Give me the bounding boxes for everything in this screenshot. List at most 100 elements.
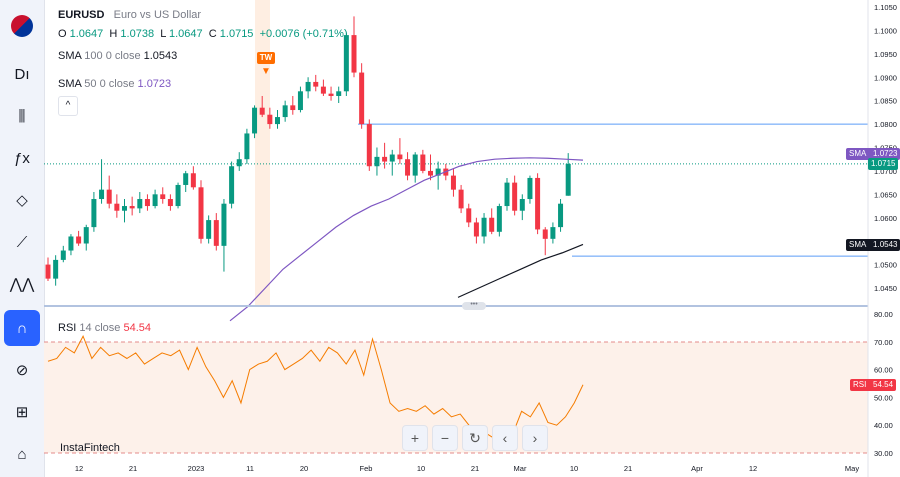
sma50-tag-label: SMA (849, 149, 867, 158)
sma50-tag-value: 1.0723 (873, 149, 898, 158)
sma50-params: 50 0 close (84, 78, 135, 90)
collapse-legend-button[interactable]: ^ (58, 96, 78, 116)
candle-body (45, 264, 51, 279)
symbol[interactable]: EURUSD (58, 9, 105, 21)
candle-body (527, 177, 533, 200)
sma100-params: 100 0 close (84, 50, 141, 62)
price-tick-label: 1.0600 (874, 214, 897, 223)
sma100-price-tag: SMA 1.0543 (846, 239, 900, 251)
sma50-line (229, 157, 584, 322)
price-tick-label: 1.1050 (874, 3, 897, 12)
candle-body (512, 182, 518, 211)
left-toolbar: Dı ⫼ ƒx ◇ ⟋ ⋀⋀ ∩ ⊘ ⊞ ⌂ (0, 0, 45, 477)
last-price-tag: 1.0715 (868, 158, 899, 170)
sma100-line (457, 243, 584, 298)
candle-body (275, 117, 280, 125)
candle-body (405, 159, 411, 176)
tw-marker-badge[interactable]: TW (257, 52, 275, 64)
candle-body (167, 199, 173, 207)
time-tick-label: 10 (570, 464, 578, 473)
candle-body (558, 203, 564, 228)
candle-body (213, 220, 219, 246)
candle-body (320, 86, 326, 94)
change-value: +0.0076 (+0.71%) (259, 28, 348, 40)
candle-body (397, 154, 403, 160)
pane-resize-handle[interactable]: ••• (462, 301, 486, 310)
axes: 1.1050 1.1000 1.0950 1.0900 1.0850 1.0800 1.07… (44, 0, 897, 477)
candle-body (328, 93, 334, 96)
rsi-name[interactable]: RSI (58, 322, 77, 334)
high-value: 1.0738 (120, 28, 155, 40)
candle-body (435, 168, 441, 176)
high-label: H (109, 28, 118, 40)
candle-body (542, 229, 548, 239)
candle-body (550, 227, 556, 239)
rsi-tick-label: 80.00 (874, 310, 893, 319)
rsi-params: 14 close (79, 322, 121, 334)
candle-body (458, 189, 464, 209)
candle-body (305, 81, 311, 92)
candle-body (175, 184, 181, 207)
zoom-in-button[interactable]: + (402, 425, 428, 451)
candle-body (144, 199, 150, 207)
price-tick-label: 1.0650 (874, 190, 897, 199)
hide-drawings-icon[interactable]: ⊘ (15, 362, 29, 379)
arrow-down-icon: ▼ (261, 66, 271, 77)
lock-icon[interactable]: ⊞ (15, 404, 29, 421)
rsi-pane (44, 335, 868, 454)
indicators-icon[interactable]: ƒx (14, 149, 30, 167)
candle-body (152, 194, 158, 207)
candle-body (252, 107, 258, 134)
time-tick-label: 21 (471, 464, 479, 473)
candle-body (351, 35, 357, 73)
open-value: 1.0647 (69, 28, 104, 40)
candles-icon[interactable]: ⫼ (18, 107, 26, 125)
candle-body (206, 220, 212, 239)
sma50-name[interactable]: SMA (58, 78, 82, 90)
time-tick-label: 20 (300, 464, 308, 473)
price-tick-label: 1.0900 (874, 73, 897, 82)
zoom-out-button[interactable]: − (432, 425, 458, 451)
sma50-price-tag: SMA 1.0723 (846, 148, 900, 160)
time-tick-label: 21 (129, 464, 137, 473)
open-label: O (58, 28, 67, 40)
candle-body (183, 173, 189, 185)
trend-line-icon[interactable]: ⟋ (16, 233, 28, 251)
candle-body (535, 177, 541, 230)
candle-body (481, 217, 487, 237)
candle-body (114, 203, 120, 211)
candle-body (313, 81, 319, 87)
candle-body (519, 199, 525, 211)
chart-type-icon[interactable]: Dı (14, 65, 30, 83)
candle-body (420, 154, 426, 171)
scroll-left-button[interactable]: ‹ (492, 425, 518, 451)
magnet-icon[interactable]: ∩ (4, 310, 40, 346)
price-tick-label: 1.0950 (874, 50, 897, 59)
sma50-value: 1.0723 (137, 78, 172, 90)
sma100-value: 1.0543 (143, 50, 178, 62)
price-tick-label: 1.0800 (874, 120, 897, 129)
candle-body (229, 166, 235, 204)
time-tick-label: 2023 (188, 464, 205, 473)
watermark: InstaFintech (60, 442, 120, 454)
time-tick-label: 11 (246, 464, 254, 473)
pattern-icon[interactable]: ⋀⋀ (9, 276, 35, 293)
rsi-value: 54.54 (123, 322, 151, 334)
trash-icon[interactable]: ⌂ (17, 445, 27, 463)
currency-flag (11, 15, 33, 37)
candle-body (236, 159, 242, 167)
time-tick-label: Feb (360, 464, 373, 473)
candle-body (366, 124, 372, 167)
drawing-icon[interactable]: ◇ (16, 192, 28, 209)
rsi-tick-label: 30.00 (874, 449, 893, 458)
price-tick-label: 1.0450 (874, 284, 897, 293)
sma100-name[interactable]: SMA (58, 50, 82, 62)
scroll-right-button[interactable]: › (522, 425, 548, 451)
candle-body (160, 194, 166, 200)
reset-chart-button[interactable]: ↻ (462, 425, 488, 451)
flag-icon[interactable] (4, 8, 40, 44)
sma100-tag-label: SMA (849, 240, 867, 249)
candle-body (374, 156, 380, 167)
time-tick-label: 21 (624, 464, 632, 473)
